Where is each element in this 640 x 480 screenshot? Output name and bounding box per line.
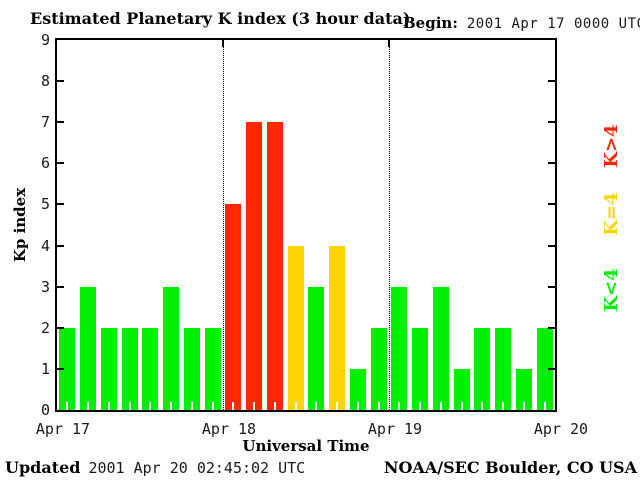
kp-bar <box>474 327 491 410</box>
x-axis-3hr-tick <box>128 402 131 410</box>
x-axis-title: Universal Time <box>242 437 370 455</box>
y-axis-tick <box>548 203 555 206</box>
x-axis-3hr-tick <box>377 402 380 410</box>
kp-bar <box>370 327 387 410</box>
kp-bar <box>412 327 429 410</box>
x-axis-3hr-tick <box>419 402 422 410</box>
x-axis-3hr-tick <box>87 402 90 410</box>
kp-bar <box>59 327 76 410</box>
kp-bar <box>287 245 304 410</box>
y-tick-label: 2 <box>40 318 50 337</box>
updated-timestamp: Updated 2001 Apr 20 02:45:02 UTC <box>5 458 305 477</box>
legend-label-k-lt-4: K<4 <box>601 268 622 312</box>
y-tick-label: 9 <box>40 31 50 49</box>
y-axis-tick <box>57 244 64 247</box>
y-axis-tick <box>548 162 555 165</box>
x-tick-label: Apr 17 <box>35 420 91 438</box>
x-axis-3hr-tick <box>398 402 401 410</box>
x-axis-3hr-tick <box>356 402 359 410</box>
y-axis-tick <box>548 80 555 83</box>
kp-bar <box>349 368 366 410</box>
day-boundary-tick <box>222 40 224 47</box>
x-axis-3hr-tick <box>315 402 318 410</box>
y-axis-tick <box>548 244 555 247</box>
x-axis-3hr-tick <box>522 402 525 410</box>
x-axis-3hr-tick <box>273 402 276 410</box>
kp-bar <box>266 122 283 410</box>
kp-bar <box>432 286 449 410</box>
x-axis-3hr-tick <box>66 402 69 410</box>
x-axis-3hr-tick <box>336 402 339 410</box>
y-tick-label: 1 <box>40 359 50 378</box>
x-axis-3hr-tick <box>170 402 173 410</box>
begin-value: 2001 Apr 17 0000 UTC <box>466 16 640 32</box>
y-tick-label: 8 <box>40 72 50 91</box>
x-axis-3hr-tick <box>481 402 484 410</box>
kp-bar <box>329 245 346 410</box>
kp-bar <box>246 122 263 410</box>
y-tick-label: 3 <box>40 277 50 296</box>
plot-area <box>57 40 555 410</box>
x-axis-3hr-tick <box>294 402 297 410</box>
y-axis-tick <box>57 121 64 124</box>
begin-time-row: Begin: 2001 Apr 17 0000 UTC <box>403 14 640 32</box>
y-tick-label: 6 <box>40 154 50 173</box>
kp-bar <box>308 286 325 410</box>
y-axis-tick <box>548 326 555 329</box>
x-axis-3hr-tick <box>460 402 463 410</box>
kp-bar <box>495 327 512 410</box>
kp-bar <box>515 368 532 410</box>
chart-title: Estimated Planetary K index (3 hour data… <box>30 9 411 28</box>
y-axis-tick <box>57 326 64 329</box>
y-axis-title: Kp index <box>11 187 29 263</box>
plot-frame <box>55 38 557 412</box>
x-axis-3hr-tick <box>502 402 505 410</box>
y-axis-tick <box>548 367 555 370</box>
x-axis-3hr-tick <box>107 402 110 410</box>
y-axis-tick <box>57 203 64 206</box>
x-tick-label: Apr 19 <box>367 420 423 438</box>
y-tick-label: 0 <box>40 401 50 419</box>
kp-bar <box>163 286 180 410</box>
y-axis-tick <box>57 162 64 165</box>
kp-bar <box>80 286 97 410</box>
y-axis-tick <box>57 285 64 288</box>
x-axis-3hr-tick <box>190 402 193 410</box>
kp-bar <box>391 286 408 410</box>
y-tick-label: 5 <box>40 195 50 214</box>
kp-bar <box>536 327 553 410</box>
begin-label: Begin: <box>403 14 458 32</box>
x-axis-3hr-tick <box>253 402 256 410</box>
kp-bar <box>183 327 200 410</box>
y-tick-label: 7 <box>40 113 50 132</box>
day-boundary-dotted-line <box>388 40 390 410</box>
kp-bar <box>100 327 117 410</box>
day-boundary-dotted-line <box>222 40 224 410</box>
x-axis-3hr-tick <box>543 402 546 410</box>
kp-bar <box>142 327 159 410</box>
kp-bar <box>204 327 221 410</box>
updated-value: 2001 Apr 20 02:45:02 UTC <box>88 459 306 477</box>
kp-bar <box>453 368 470 410</box>
updated-label: Updated <box>5 458 81 477</box>
x-axis-3hr-tick <box>211 402 214 410</box>
x-axis-3hr-tick <box>232 402 235 410</box>
x-axis-3hr-tick <box>439 402 442 410</box>
day-boundary-tick <box>388 40 390 47</box>
x-tick-label: Apr 20 <box>533 420 589 438</box>
kp-bar <box>225 204 242 410</box>
x-axis-3hr-tick <box>149 402 152 410</box>
y-tick-label: 4 <box>40 236 50 255</box>
x-tick-label: Apr 18 <box>201 420 257 438</box>
kp-bar <box>121 327 138 410</box>
y-axis-tick <box>57 80 64 83</box>
source-attribution: NOAA/SEC Boulder, CO USA <box>383 458 637 477</box>
y-axis-tick <box>57 367 64 370</box>
y-axis-tick <box>548 285 555 288</box>
y-axis-tick <box>548 121 555 124</box>
